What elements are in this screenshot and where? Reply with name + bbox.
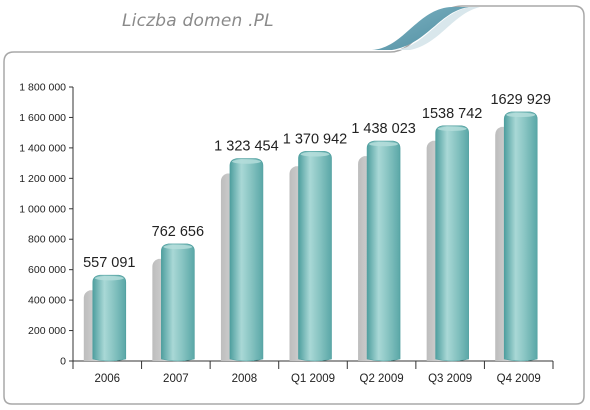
bar-top-highlight	[94, 275, 124, 281]
y-tick-label: 0	[60, 356, 66, 368]
bar	[161, 243, 195, 362]
bar-top-highlight	[369, 141, 399, 147]
y-tick-label: 1 600 000	[19, 112, 66, 124]
y-tick-label: 800 000	[28, 234, 66, 246]
x-tick-label: 2007	[163, 373, 189, 385]
y-tick-label: 1 000 000	[19, 203, 66, 215]
y-tick-label: 1 800 000	[19, 82, 66, 94]
bar	[366, 140, 401, 362]
chart-title: Liczba domen .PL	[122, 11, 274, 31]
x-tick-label: 2006	[94, 373, 120, 385]
bar-top-highlight	[437, 126, 467, 131]
bar-top-highlight	[300, 152, 330, 157]
bar	[229, 158, 264, 362]
swoosh-shine	[396, 7, 480, 50]
y-tick-label: 1 400 000	[19, 142, 66, 154]
data-label: 1538 742	[422, 106, 482, 122]
bar-top-highlight	[231, 159, 261, 164]
y-tick-label: 400 000	[28, 295, 66, 307]
data-label: 1 370 942	[283, 131, 348, 147]
x-tick-label: Q3 2009	[428, 373, 472, 385]
data-label: 1 323 454	[214, 139, 279, 155]
y-tick-label: 600 000	[28, 264, 66, 276]
bar	[503, 111, 538, 362]
data-label: 1 438 023	[351, 121, 416, 137]
bar-top-highlight	[506, 112, 536, 118]
swoosh-decoration	[372, 7, 470, 50]
y-tick-label: 200 000	[28, 325, 66, 337]
bar-top-highlight	[163, 244, 193, 250]
bar	[435, 125, 469, 362]
x-tick-label: Q4 2009	[497, 373, 541, 385]
bar	[92, 274, 127, 362]
bar	[298, 151, 332, 362]
data-label: 762 656	[152, 224, 204, 240]
data-label: 557 091	[83, 255, 135, 271]
x-tick-label: Q1 2009	[291, 373, 335, 385]
data-label: 1629 929	[490, 92, 550, 108]
x-tick-label: Q2 2009	[360, 373, 404, 385]
plot-area: 0 200 000 400 000 600 000 800 000 1 000 000 1 …	[19, 82, 554, 385]
x-tick-label: 2008	[232, 373, 258, 385]
y-tick-label: 1 200 000	[19, 173, 66, 185]
